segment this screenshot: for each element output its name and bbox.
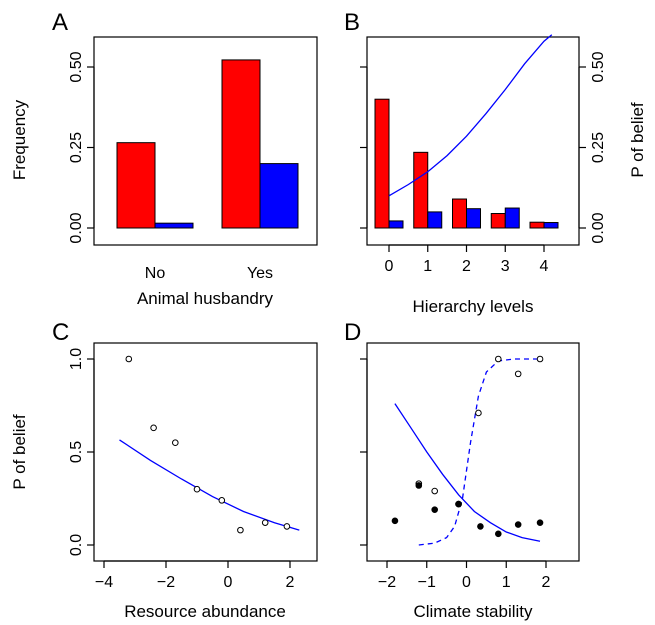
panel-b-ylabel: P of belief <box>628 102 647 178</box>
panel-b: B 0.00 0.25 0.50 0 1 2 3 4 P of belief Hierarc… <box>344 9 647 316</box>
panel-c-ylabel: P of belief <box>10 414 29 490</box>
bar-b-1-0 <box>413 151 429 229</box>
point-c <box>125 355 133 363</box>
open-point-d <box>475 409 482 417</box>
filled-point-d <box>514 521 522 528</box>
panel-b-xtick-label: 2 <box>462 258 471 275</box>
panel-c-xtick-label: −2 <box>157 574 175 591</box>
open-point-d <box>536 355 544 363</box>
bar-b-2-0 <box>452 198 467 229</box>
panel-a-xtick-label: Yes <box>247 265 273 282</box>
panel-d-dashed-curve <box>418 358 540 546</box>
panel-d-xtick-label: 1 <box>502 574 511 591</box>
panel-d-solid-curve <box>394 403 541 542</box>
panel-a-xlabel: Animal husbandry <box>137 289 274 308</box>
bar-a-no-0 <box>116 142 156 229</box>
bar-b-4-1 <box>543 222 559 229</box>
panel-b-ytick-label: 0.50 <box>590 51 607 82</box>
panel-b-xtick-label: 0 <box>385 258 394 275</box>
point-c <box>193 485 201 493</box>
filled-point-d <box>431 506 439 513</box>
panel-b-xlabel: Hierarchy levels <box>413 297 534 316</box>
bar-b-3-0 <box>490 213 506 229</box>
panel-d-xtick-label: 0 <box>462 574 471 591</box>
panel-c-ytick-label: 1.0 <box>68 348 85 370</box>
panel-d: D −2 −1 0 1 2 Climate stability <box>344 319 580 621</box>
panel-d-xtick-label: −2 <box>378 574 396 591</box>
panel-c-ytick-label: 0.0 <box>68 534 85 556</box>
panel-c-label: C <box>52 319 69 346</box>
panel-b-xtick-label: 3 <box>501 258 510 275</box>
bar-a-yes-1 <box>259 163 299 229</box>
point-c <box>150 424 157 432</box>
panel-c-xtick-label: 0 <box>224 574 233 591</box>
bar-a-yes-0 <box>221 59 261 229</box>
filled-point-d <box>536 519 544 526</box>
panel-c-curve <box>119 439 300 531</box>
panel-d-xtick-label: −1 <box>418 574 436 591</box>
panel-a: A 0.00 0.25 0.50 No Yes Frequency Animal hu… <box>10 9 318 308</box>
point-c <box>237 526 244 534</box>
panel-c-xlabel: Resource abundance <box>124 602 286 621</box>
filled-point-d <box>415 482 423 489</box>
filled-point-d <box>495 530 502 538</box>
point-c <box>261 519 269 526</box>
open-point-d <box>495 355 502 363</box>
bar-b-0-1 <box>388 220 404 229</box>
panel-b-label: B <box>344 9 360 36</box>
point-c <box>172 439 179 447</box>
panel-a-ytick-label: 0.25 <box>68 132 85 163</box>
panel-c-frame <box>93 342 318 562</box>
panel-b-curve <box>388 34 553 197</box>
panel-b-ytick-label: 0.25 <box>590 132 607 163</box>
panel-a-ytick-label: 0.50 <box>68 51 85 82</box>
panel-b-xtick-label: 1 <box>423 258 432 275</box>
filled-point-d <box>455 500 462 508</box>
panel-b-ytick-label: 0.00 <box>590 212 607 243</box>
panel-c-xtick-label: 2 <box>286 574 295 591</box>
open-point-d <box>431 487 439 495</box>
bar-b-0-0 <box>374 98 390 229</box>
panel-c-xtick-label: −4 <box>95 574 113 591</box>
point-c <box>283 523 291 530</box>
panel-a-ytick-label: 0.00 <box>68 212 85 243</box>
filled-point-d <box>391 517 399 525</box>
bar-b-3-1 <box>504 207 520 229</box>
bar-b-4-0 <box>529 221 545 229</box>
open-point-d <box>514 370 522 378</box>
panel-a-ylabel: Frequency <box>10 99 29 180</box>
bar-b-1-1 <box>427 211 443 229</box>
panel-a-xtick-label: No <box>145 265 166 282</box>
panel-b-xtick-label: 4 <box>540 258 549 275</box>
panel-c: C 0.0 0.5 1.0 −4 −2 0 2 P of belief Resource … <box>10 319 318 621</box>
bar-a-no-1 <box>154 222 194 229</box>
panel-d-label: D <box>344 319 361 346</box>
panel-d-xlabel: Climate stability <box>413 602 533 621</box>
panel-a-label: A <box>52 9 68 36</box>
bar-b-2-1 <box>466 208 481 229</box>
panel-d-xtick-label: 2 <box>542 574 551 591</box>
filled-point-d <box>477 523 484 530</box>
point-c <box>218 497 226 504</box>
panel-c-ytick-label: 0.5 <box>68 441 85 463</box>
panel-d-frame <box>366 342 580 562</box>
